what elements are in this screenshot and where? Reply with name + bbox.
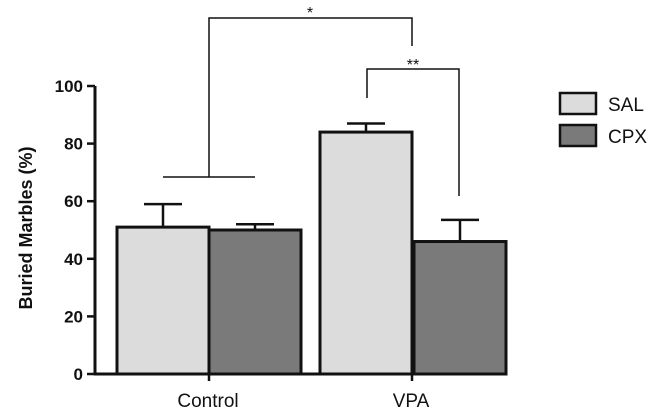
- bar-cpx-vpa: [412, 240, 508, 376]
- x-tick-label-vpa: VPA: [393, 391, 430, 412]
- sig-label-2: **: [407, 57, 419, 74]
- y-tick-label-40: 40: [64, 250, 83, 269]
- y-tick-label-80: 80: [64, 135, 83, 154]
- y-tick-label-0: 0: [74, 365, 83, 384]
- legend-swatch-cpx: [558, 123, 598, 148]
- legend-label-sal: SAL: [608, 95, 644, 116]
- bar-sal-control: [115, 225, 211, 376]
- sig-label-1: *: [307, 5, 313, 22]
- legend-swatch-sal: [558, 91, 598, 116]
- y-axis-label: Buried Marbles (%): [16, 146, 36, 309]
- legend: SAL CPX: [558, 91, 647, 148]
- error-bars-layer: [144, 122, 479, 242]
- bars-layer: [115, 130, 508, 376]
- y-tick-label-60: 60: [64, 192, 83, 211]
- bar-cpx-control: [207, 228, 303, 376]
- legend-label-cpx: CPX: [608, 127, 647, 148]
- bar-sal-vpa: [318, 130, 414, 376]
- sig-bracket-1: [208, 17, 413, 177]
- x-tick-label-control: Control: [177, 391, 238, 412]
- significance-layer: ***: [163, 5, 460, 196]
- axes-layer: 0 20 40 60 80 100 Control VPA: [55, 77, 504, 412]
- sig-bracket-2: [366, 68, 460, 196]
- y-tick-label-20: 20: [64, 307, 83, 326]
- y-tick-label-100: 100: [55, 77, 83, 96]
